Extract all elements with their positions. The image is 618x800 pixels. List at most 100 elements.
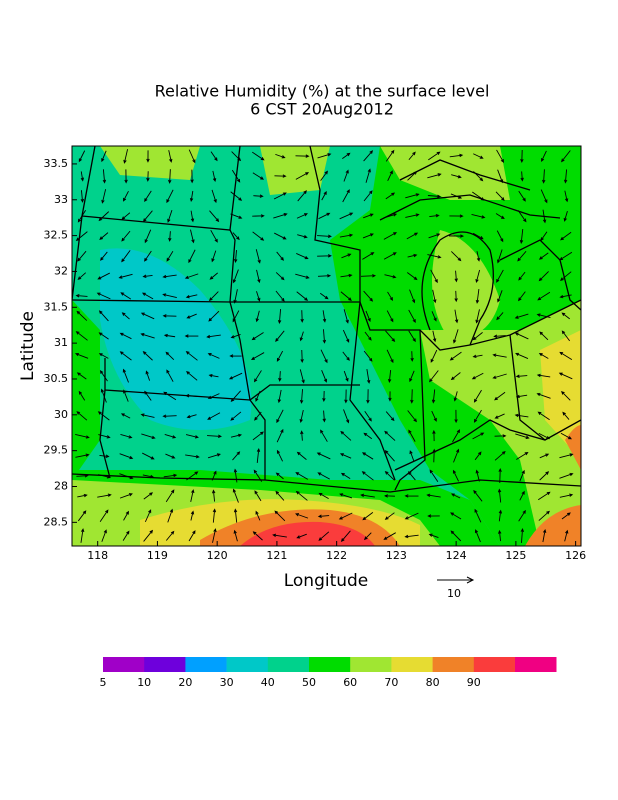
wind-arrow [76,310,88,321]
wind-arrow [231,151,242,162]
wind-arrow [165,453,176,459]
wind-arrow [404,512,419,520]
wind-arrow [146,150,150,163]
wind-arrow [538,353,549,359]
wind-arrow [190,210,195,223]
title-line: Relative Humidity (%) at the surface lev… [155,82,490,101]
wind-arrow [274,232,287,240]
wind-arrow [253,469,263,482]
wind-arrow [454,409,458,424]
wind-arrow [101,189,107,204]
wind-arrow [162,274,177,279]
wind-arrow [277,389,282,404]
wind-arrow [317,254,332,258]
wind-arrow [165,489,175,503]
wind-arrow [74,352,89,359]
wind-arrow [559,271,572,281]
wind-arrow [190,229,195,244]
wind-arrow [363,213,374,219]
wind-arrow [404,494,419,498]
wind-arrow [362,512,374,521]
wind-arrow [316,452,331,460]
wind-arrow [408,309,416,324]
wind-arrow [431,389,436,404]
wind-arrow [519,490,525,501]
wind-arrow [539,453,550,459]
wind-arrow [322,310,327,323]
wind-arrow [451,251,462,262]
wind-arrow [517,210,527,223]
coastline [399,159,531,191]
wind-arrow [384,512,395,520]
wind-arrow [450,512,462,520]
wind-arrow [190,510,195,521]
colorbar-label: 70 [384,676,398,689]
wind-arrow [362,233,374,239]
wind-arrow [537,411,550,421]
wind-arrow [142,452,155,460]
wind-arrow [339,233,354,238]
wind-arrow [452,429,461,443]
wind-arrow [212,508,217,523]
wind-arrow [561,512,571,520]
wind-arrow [211,470,217,481]
wind-arrow [563,169,568,184]
wind-arrow [296,291,309,301]
colorbar-label: 90 [467,676,481,689]
wind-arrow [297,234,308,239]
wind-arrow [168,150,173,163]
wind-arrow [384,470,395,481]
state-border [309,146,396,481]
wind-arrow [407,170,418,181]
wind-arrow [119,332,132,340]
wind-arrow [254,490,262,502]
wind-arrow [255,310,260,323]
wind-arrow [473,409,482,423]
wind-arrow [233,250,238,263]
wind-arrow [514,413,529,418]
wind-arrow [363,350,373,362]
wind-arrow [144,250,152,262]
wind-arrow [514,313,529,319]
wind-arrow [408,429,416,442]
wind-arrow [515,394,528,399]
wind-arrow [274,510,286,522]
wind-arrow [432,289,437,304]
wind-arrow [140,333,155,339]
wind-arrow [539,331,549,341]
wind-arrow [229,354,242,358]
wind-arrow [277,308,282,324]
wind-arrow [449,351,462,361]
wind-arrow [145,370,151,381]
wind-arrow [97,493,112,498]
wind-arrow [498,529,502,542]
wind-arrow [472,191,485,201]
wind-arrow [472,354,483,359]
wind-arrow [322,329,327,344]
wind-arrow [296,451,307,460]
wind-arrow [184,273,199,279]
wind-arrow [123,190,129,202]
wind-arrow [472,432,485,440]
wind-arrow [252,531,263,541]
wind-arrow [121,212,131,220]
wind-arrow [318,531,330,541]
wind-arrow [428,233,441,239]
wind-arrow [519,229,524,244]
wind-arrow [120,413,131,419]
wind-arrow [384,449,395,462]
field-region [432,230,500,340]
wind-arrow [453,329,459,344]
wind-arrow [189,190,194,203]
wind-arrow [233,529,238,542]
wind-arrow [168,231,172,242]
wind-arrow [185,394,198,398]
wind-arrow [495,191,505,201]
wind-arrow [256,269,261,284]
wind-arrow [363,150,374,162]
wind-arrow [519,469,525,482]
wind-arrow [98,353,109,359]
wind-arrow [449,214,464,218]
wind-arrow [206,334,221,339]
